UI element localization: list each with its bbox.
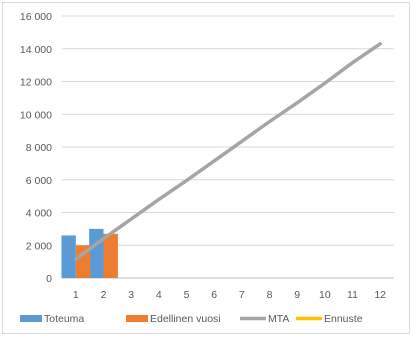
y-tick-label: 8 000 bbox=[26, 142, 52, 154]
x-tick-label: 11 bbox=[347, 289, 358, 301]
y-tick-label: 12 000 bbox=[20, 77, 52, 89]
legend-label-edellinen-vuosi: Edellinen vuosi bbox=[150, 313, 221, 325]
x-tick-label: 6 bbox=[211, 289, 217, 301]
legend-label-ennuste: Ennuste bbox=[324, 313, 363, 325]
legend-label-toteuma: Toteuma bbox=[44, 313, 84, 325]
bar-toteuma bbox=[61, 235, 76, 278]
x-tick-label: 2 bbox=[101, 289, 107, 301]
bar-edellinen-vuosi bbox=[103, 233, 118, 278]
x-tick-label: 9 bbox=[294, 289, 300, 301]
legend-swatch-toteuma bbox=[20, 315, 42, 322]
bar-edellinen-vuosi bbox=[75, 245, 91, 278]
legend-label-mta: MTA bbox=[268, 313, 289, 325]
x-tick-label: 1 bbox=[73, 289, 79, 301]
bar-toteuma bbox=[89, 228, 104, 278]
x-tick-label: 8 bbox=[267, 289, 273, 301]
y-tick-label: 10 000 bbox=[20, 109, 52, 121]
x-tick-label: 12 bbox=[374, 289, 386, 301]
y-tick-label: 0 bbox=[46, 273, 52, 285]
y-tick-label: 4 000 bbox=[26, 208, 52, 220]
legend-swatch-edellinen-vuosi bbox=[126, 315, 148, 322]
x-tick-label: 3 bbox=[128, 289, 134, 301]
x-tick-label: 4 bbox=[156, 289, 162, 301]
x-tick-label: 5 bbox=[184, 289, 190, 301]
y-tick-label: 16 000 bbox=[20, 11, 52, 23]
x-tick-label: 7 bbox=[239, 289, 245, 301]
y-tick-label: 6 000 bbox=[26, 175, 52, 187]
line-mta bbox=[74, 42, 382, 261]
y-tick-label: 14 000 bbox=[20, 44, 52, 56]
y-tick-label: 2 000 bbox=[26, 240, 52, 252]
x-tick-label: 10 bbox=[319, 289, 331, 301]
